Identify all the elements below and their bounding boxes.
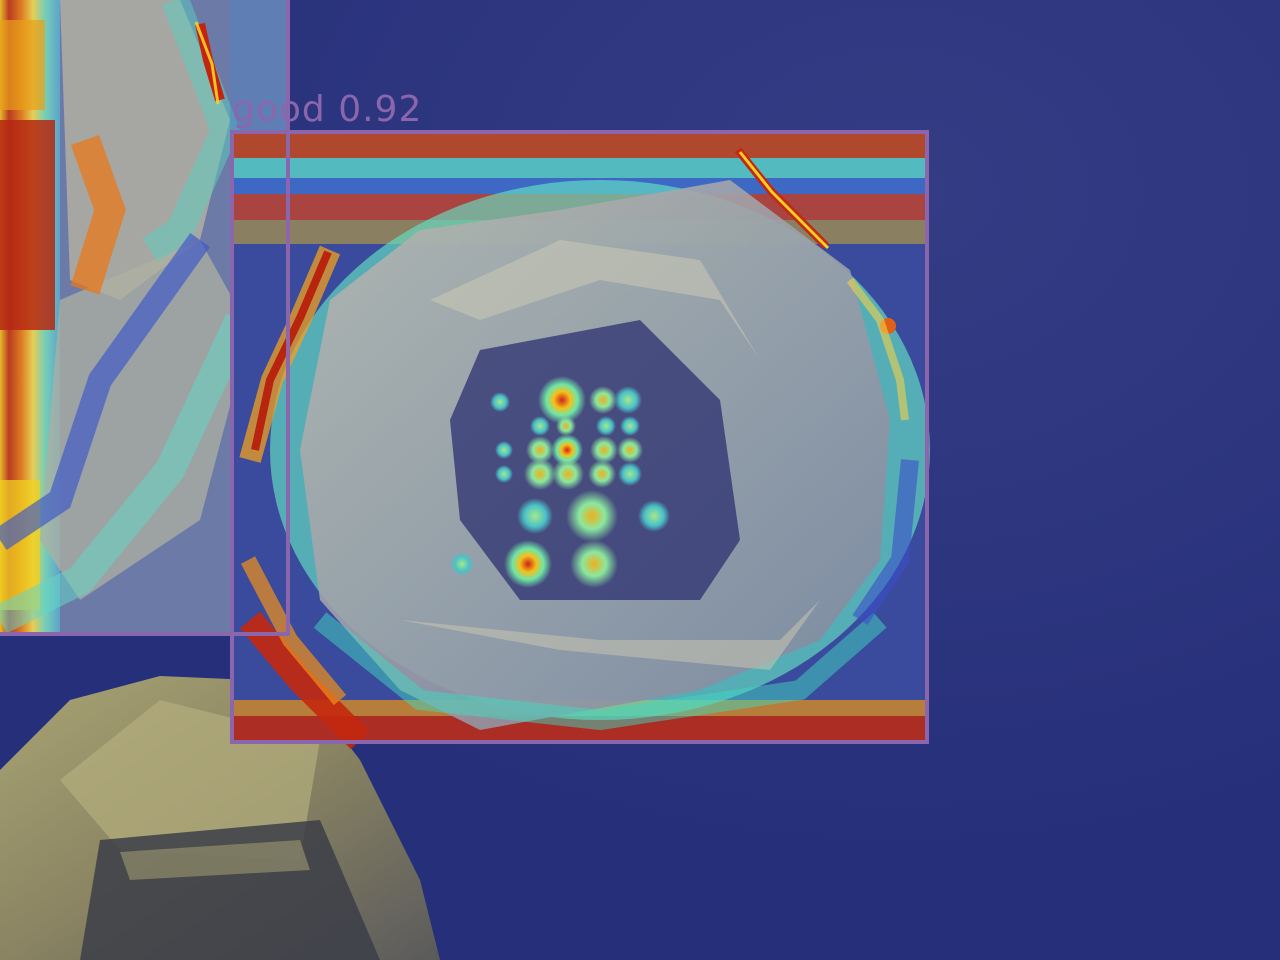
detection-box-good [230, 130, 929, 744]
main-crystal-heatmap [232, 132, 930, 750]
detection-label-good: good 0.92 [232, 89, 423, 130]
detection-box-left [0, 0, 290, 636]
spot-grid [450, 376, 670, 588]
